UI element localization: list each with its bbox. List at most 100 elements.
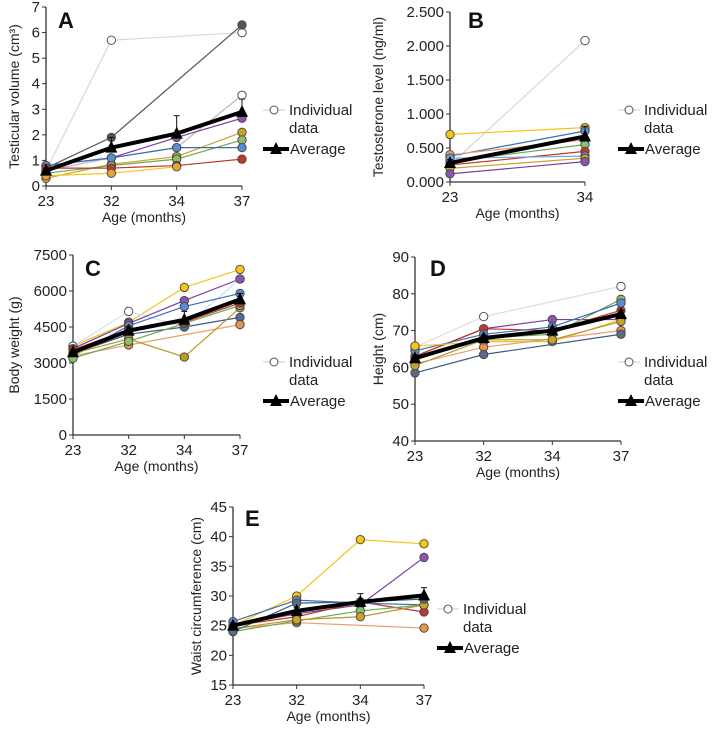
series-line bbox=[449, 161, 586, 175]
average-marker bbox=[105, 140, 118, 153]
data-point bbox=[179, 301, 189, 312]
series-individual bbox=[410, 281, 626, 352]
y-axis-title: Testosterone level (ng/ml) bbox=[370, 17, 386, 177]
data-point bbox=[237, 135, 247, 145]
legend-individual-label: Individual bbox=[289, 102, 352, 119]
legend-individual-label: Individual bbox=[644, 102, 707, 119]
average-marker bbox=[227, 618, 239, 631]
series-line bbox=[45, 24, 243, 169]
data-point bbox=[235, 264, 245, 275]
data-point bbox=[237, 142, 247, 153]
series-line bbox=[449, 40, 586, 166]
legend-average-marker bbox=[270, 142, 282, 154]
series-individual bbox=[445, 122, 590, 140]
y-tick-label: 40 bbox=[210, 529, 227, 546]
series-individual bbox=[445, 126, 590, 161]
x-tick-label: 32 bbox=[103, 193, 120, 210]
data-point bbox=[580, 35, 590, 46]
legend-individual-marker bbox=[269, 357, 279, 367]
data-point bbox=[106, 153, 116, 163]
panel-label: E bbox=[245, 506, 260, 531]
data-point bbox=[355, 534, 365, 545]
legend-average-label: Average bbox=[464, 640, 520, 657]
data-point bbox=[479, 311, 489, 322]
data-point bbox=[237, 27, 247, 38]
data-point bbox=[172, 162, 182, 172]
average-marker bbox=[67, 345, 79, 358]
x-tick-label: 34 bbox=[176, 442, 193, 459]
y-tick-label: 3 bbox=[32, 101, 40, 118]
series-line bbox=[46, 158, 243, 169]
series-line bbox=[45, 131, 243, 179]
x-tick-label: 34 bbox=[352, 692, 369, 709]
legend-average-label: Average bbox=[645, 393, 701, 410]
data-point bbox=[235, 274, 245, 284]
data-point bbox=[237, 90, 247, 100]
series-line bbox=[45, 147, 242, 167]
y-tick-label: 70 bbox=[392, 323, 409, 340]
series-individual bbox=[41, 20, 247, 173]
data-point bbox=[124, 336, 134, 347]
x-tick-label: 37 bbox=[234, 193, 251, 210]
series-line bbox=[414, 285, 622, 348]
data-point bbox=[616, 298, 626, 308]
data-point bbox=[445, 129, 455, 140]
y-tick-label: 4 bbox=[32, 76, 40, 93]
data-point bbox=[355, 612, 365, 622]
y-axis-title: Height (cm) bbox=[370, 313, 386, 385]
series-average bbox=[40, 98, 248, 176]
y-tick-label: 0.500 bbox=[406, 140, 444, 157]
series-line bbox=[72, 268, 241, 347]
x-axis-title: Age (months) bbox=[102, 209, 186, 225]
y-tick-label: 30 bbox=[210, 588, 227, 605]
panel-label: C bbox=[85, 256, 101, 281]
data-point bbox=[124, 306, 134, 317]
x-tick-label: 37 bbox=[613, 448, 630, 465]
y-tick-label: 6000 bbox=[34, 283, 67, 300]
average-marker bbox=[354, 594, 367, 607]
x-tick-label: 34 bbox=[168, 193, 185, 210]
average-marker bbox=[236, 104, 248, 117]
average-marker bbox=[409, 351, 421, 364]
data-point bbox=[235, 319, 245, 330]
series-individual bbox=[445, 156, 590, 179]
average-marker bbox=[579, 129, 591, 142]
panel-label: D bbox=[430, 256, 446, 281]
y-tick-label: 2.000 bbox=[406, 38, 444, 55]
y-tick-label: 2 bbox=[32, 127, 40, 144]
average-marker bbox=[546, 323, 559, 336]
legend-individual-label: Individual bbox=[463, 601, 526, 618]
x-axis-title: Age (months) bbox=[475, 205, 559, 221]
data-point bbox=[179, 352, 189, 362]
series-line bbox=[414, 302, 622, 352]
data-point bbox=[419, 623, 429, 633]
y-tick-label: 5 bbox=[32, 50, 40, 67]
data-point bbox=[106, 35, 116, 45]
average-marker bbox=[477, 330, 490, 343]
panel-c: 0 1500 3000 4500 6000 7500 23 32 34 37 Age (months… bbox=[6, 247, 352, 474]
y-tick-label: 50 bbox=[392, 396, 409, 413]
panel-b: 0.000 0.500 1.000 1.500 2.000 2.500 23 34 Age (m… bbox=[370, 4, 707, 221]
y-tick-label: 1 bbox=[32, 152, 40, 169]
legend-individual-label: Individual bbox=[644, 354, 707, 371]
legend-individual-marker bbox=[443, 604, 453, 614]
x-tick-label: 37 bbox=[416, 692, 433, 709]
legend-average-marker bbox=[625, 142, 637, 154]
legend-individual-marker bbox=[624, 357, 634, 367]
x-tick-label: 32 bbox=[120, 442, 137, 459]
series-line bbox=[232, 601, 425, 627]
average-marker bbox=[418, 588, 430, 601]
x-tick-label: 32 bbox=[288, 692, 305, 709]
x-tick-label: 34 bbox=[544, 448, 561, 465]
data-point bbox=[237, 20, 247, 30]
series-line bbox=[72, 316, 241, 354]
legend-individual-label: Individual bbox=[289, 354, 352, 371]
data-point bbox=[179, 282, 189, 293]
y-tick-label: 40 bbox=[392, 433, 409, 450]
y-tick-label: 3000 bbox=[34, 355, 67, 372]
y-tick-label: 0 bbox=[59, 427, 67, 444]
average-line bbox=[45, 109, 243, 173]
y-tick-label: 1500 bbox=[34, 391, 67, 408]
